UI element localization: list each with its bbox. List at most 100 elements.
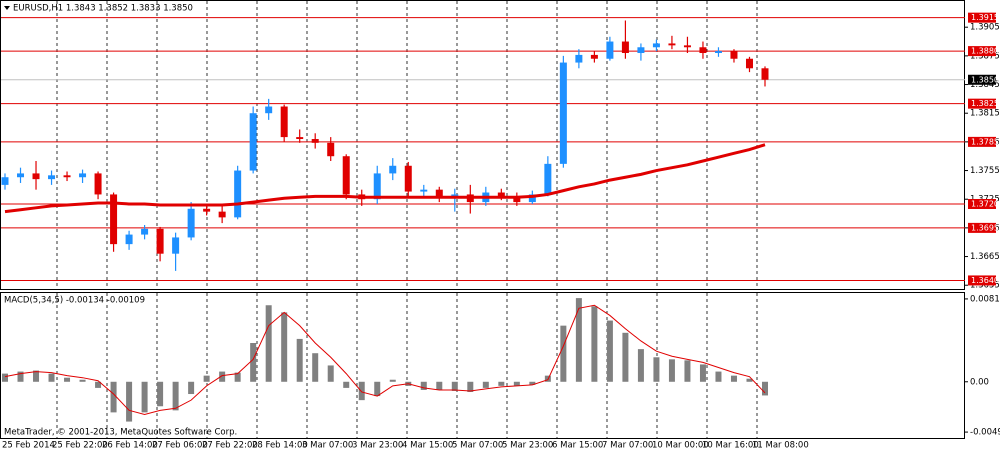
price-tag xyxy=(968,74,996,85)
moving-average xyxy=(4,143,766,214)
candle-body xyxy=(187,208,195,238)
candle-body xyxy=(389,165,397,174)
macd-bar xyxy=(281,312,288,382)
candle-body xyxy=(497,192,505,197)
macd-bar xyxy=(389,379,396,382)
level-tag xyxy=(968,222,996,233)
candle-body xyxy=(172,237,180,254)
candle-body xyxy=(559,62,567,164)
macd-bar xyxy=(79,379,86,382)
candle-body xyxy=(94,173,102,195)
candle-body xyxy=(575,54,583,63)
macd-bar xyxy=(327,365,334,382)
candle-body xyxy=(280,106,288,138)
candle-body xyxy=(637,47,645,54)
level-tag xyxy=(968,98,996,109)
macd-bar xyxy=(668,359,675,382)
candle-body xyxy=(451,194,459,197)
candle-body xyxy=(420,189,428,192)
macd-bar xyxy=(622,332,629,382)
macd-bar xyxy=(637,349,644,382)
macd-bar xyxy=(250,343,257,382)
price-pane xyxy=(0,0,965,290)
chart-title: EURUSD,H1 1.3843 1.3852 1.3833 1.3850 xyxy=(13,4,193,14)
x-tick-label: 3 Mar 07:00 xyxy=(302,441,353,451)
y-tick-label: 1.3905 xyxy=(970,23,1000,33)
macd-bar xyxy=(560,325,567,382)
macd-bar xyxy=(498,381,505,386)
macd-bar xyxy=(699,364,706,382)
candle-body xyxy=(730,51,738,59)
y-tick-label: 1.3755 xyxy=(970,166,1000,176)
y-tick-label: 1.3845 xyxy=(970,80,1000,90)
candle-body xyxy=(234,170,242,218)
level-label: 1.3785 xyxy=(971,137,999,146)
price-label: 1.3850 xyxy=(971,75,999,84)
candle-body xyxy=(590,54,598,59)
candle-body xyxy=(296,137,304,140)
macd-bar xyxy=(358,381,365,401)
macd-bar xyxy=(219,371,226,382)
candle-body xyxy=(110,194,118,245)
grid xyxy=(56,1,758,438)
macd-bar xyxy=(436,381,443,390)
macd-bar xyxy=(234,372,241,382)
candle-body xyxy=(668,43,676,46)
x-tick-label: 25 Feb 2014 xyxy=(2,441,55,451)
candle-body xyxy=(203,208,211,212)
macd-pane xyxy=(0,292,965,439)
macd-bar xyxy=(296,338,303,382)
level-tag xyxy=(968,198,996,209)
candle-body xyxy=(17,173,25,178)
level-label: 1.3915 xyxy=(971,13,999,22)
signal-line xyxy=(4,304,766,415)
macd-bar xyxy=(343,381,350,388)
macd-bar xyxy=(451,381,458,391)
macd-bar xyxy=(2,373,8,382)
candle-body xyxy=(544,163,552,195)
menu-arrow xyxy=(4,6,10,10)
x-tick-label: 7 Mar 07:00 xyxy=(602,441,653,451)
macd-bar xyxy=(591,306,598,382)
y-tick-label: 1.3875 xyxy=(970,51,1000,61)
y-tick-label: 1.3815 xyxy=(970,109,1000,119)
macd-bar xyxy=(762,381,768,396)
y-tick-label: -0.00493 xyxy=(970,428,1000,438)
macd-bar xyxy=(64,377,71,382)
candle-body xyxy=(528,194,536,203)
candle-body xyxy=(141,228,149,235)
macd-bar xyxy=(110,381,117,413)
x-tick-label: 10 Mar 16:00 xyxy=(702,441,759,451)
candle-body xyxy=(265,106,273,114)
x-tick-label: 5 Mar 07:00 xyxy=(452,441,503,451)
macd-bar xyxy=(653,357,660,382)
candle-body xyxy=(342,156,350,195)
macd-bar xyxy=(529,381,536,385)
macd-bar xyxy=(312,353,319,382)
macd-bar xyxy=(575,298,582,382)
indicator-title: MACD(5,34,5) -0.00134 -0.00109 xyxy=(4,296,145,306)
candle-body xyxy=(513,196,521,203)
level-label: 1.3880 xyxy=(971,47,999,56)
candle-body xyxy=(745,58,753,69)
x-tick-label: 6 Mar 15:00 xyxy=(552,441,603,451)
candle-body xyxy=(249,113,257,171)
candle-body xyxy=(156,228,164,254)
macd-bar xyxy=(374,381,381,397)
y-tick-label: 0.00812 xyxy=(970,294,1000,304)
y-tick-label: 0.00 xyxy=(970,377,989,387)
candle-body xyxy=(218,211,226,218)
x-tick-label: 10 Mar 00:00 xyxy=(652,441,709,451)
macd-bar xyxy=(172,381,179,411)
y-tick-label: 1.3635 xyxy=(970,281,1000,291)
x-tick-label: 11 Mar 08:00 xyxy=(752,441,809,451)
macd-bar xyxy=(141,381,148,413)
macd-bar xyxy=(420,381,427,390)
candle-body xyxy=(699,47,707,54)
level-tag xyxy=(968,46,996,57)
candle-body xyxy=(311,139,319,143)
level-label: 1.3640 xyxy=(971,276,999,285)
candle-body xyxy=(63,175,71,178)
level-tag xyxy=(968,136,996,147)
